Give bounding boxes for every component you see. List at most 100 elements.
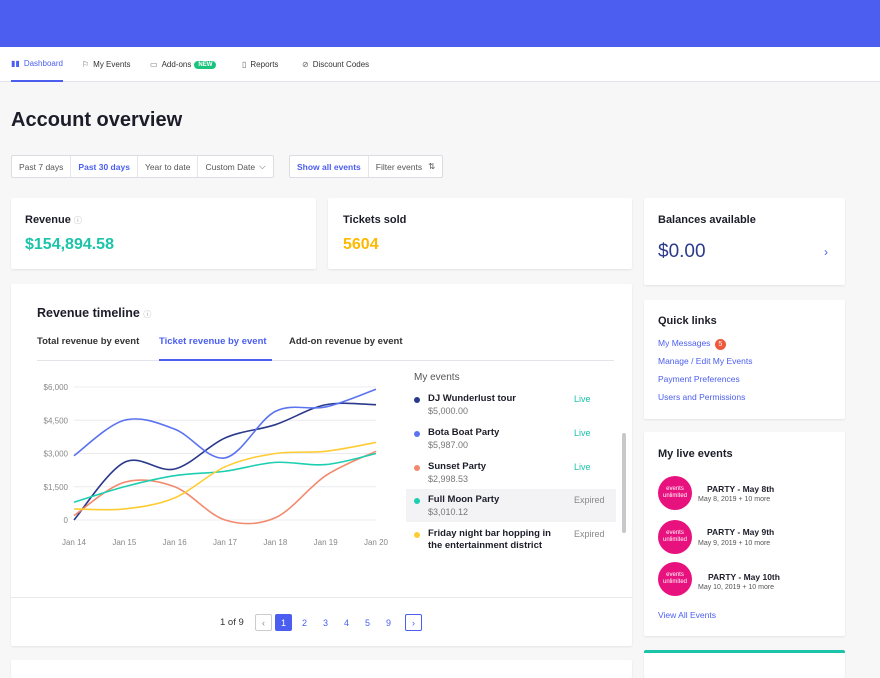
page-button[interactable]: 9 bbox=[385, 617, 391, 628]
event-amount: $3,010.12 bbox=[428, 507, 469, 517]
event-amount: $5,987.00 bbox=[428, 440, 469, 450]
event-status: Live bbox=[574, 462, 591, 472]
live-event-title[interactable]: PARTY - May 8th bbox=[707, 484, 775, 494]
payment-preferences-link[interactable]: Payment Preferences bbox=[658, 374, 740, 384]
y-tick-label: $1,500 bbox=[44, 483, 69, 492]
filter-events-label: Filter events bbox=[375, 161, 423, 172]
timeline-title-text: Revenue timeline bbox=[37, 306, 140, 320]
series-line bbox=[73, 402, 377, 521]
event-logo: events unlimited bbox=[658, 562, 692, 596]
event-name[interactable]: DJ Wunderlust tour bbox=[428, 393, 516, 404]
filter-events-button[interactable]: Filter events ⇅ bbox=[369, 156, 442, 177]
nav-label: My Events bbox=[93, 60, 131, 69]
page-button[interactable]: 3 bbox=[322, 617, 328, 628]
event-amount: $5,000.00 bbox=[428, 406, 469, 416]
nav-dashboard[interactable]: ▮▮ Dashboard bbox=[11, 47, 63, 82]
pagination-divider bbox=[11, 597, 632, 598]
series-line bbox=[73, 441, 377, 511]
event-logo: events unlimited bbox=[658, 520, 692, 554]
my-messages-link[interactable]: My Messages 5 bbox=[658, 338, 726, 350]
timeline-title: Revenue timeline ⓘ bbox=[37, 306, 151, 320]
info-icon: ⓘ bbox=[143, 310, 152, 319]
series-color-dot bbox=[414, 431, 420, 437]
tickets-card: Tickets sold 5604 bbox=[328, 198, 632, 269]
event-name[interactable]: Bota Boat Party bbox=[428, 427, 500, 438]
live-event-sub: May 9, 2019 + 10 more bbox=[698, 540, 771, 547]
my-events-heading: My events bbox=[414, 372, 460, 383]
my-messages-label: My Messages bbox=[658, 338, 711, 348]
x-tick-label: Jan 17 bbox=[213, 538, 238, 547]
live-events-card: My live events events unlimited PARTY - … bbox=[644, 432, 845, 636]
balance-card[interactable]: Balances available $0.00 › bbox=[644, 198, 845, 285]
page-button[interactable]: 1 bbox=[275, 614, 292, 631]
top-bar bbox=[0, 0, 880, 47]
nav-add-ons[interactable]: ▭ Add-ons NEW bbox=[150, 47, 217, 82]
y-tick-label: $3,000 bbox=[44, 450, 69, 459]
series-color-dot bbox=[414, 532, 420, 538]
series-line bbox=[73, 452, 377, 504]
event-name[interactable]: Full Moon Party bbox=[428, 494, 500, 505]
series-color-dot bbox=[414, 465, 420, 471]
nav-reports[interactable]: ▯ Reports bbox=[242, 47, 278, 82]
page-title: Account overview bbox=[11, 109, 183, 131]
tab-total-revenue[interactable]: Total revenue by event bbox=[37, 336, 140, 347]
nav-discount-codes[interactable]: ⊘ Discount Codes bbox=[302, 47, 369, 82]
nav-label: Add-ons bbox=[161, 60, 192, 69]
custom-date-label: Custom Date bbox=[205, 161, 256, 172]
flag-icon: ⚐ bbox=[82, 60, 90, 69]
page-button[interactable]: 2 bbox=[301, 617, 307, 628]
event-logo: events unlimited bbox=[658, 476, 692, 510]
nav-label: Discount Codes bbox=[312, 60, 370, 69]
percent-icon: ⊘ bbox=[302, 60, 309, 69]
filter-past-7-days[interactable]: Past 7 days bbox=[12, 156, 72, 177]
revenue-card: Revenue ⓘ $154,894.58 bbox=[11, 198, 316, 269]
next-page-button[interactable]: › bbox=[405, 614, 422, 631]
pagination-label: 1 of 9 bbox=[220, 617, 244, 628]
nav-label: Dashboard bbox=[23, 59, 63, 68]
revenue-value: $154,894.58 bbox=[25, 236, 114, 253]
x-tick-label: Jan 14 bbox=[62, 538, 87, 547]
active-tab-indicator bbox=[159, 359, 272, 361]
event-row-highlight bbox=[406, 489, 616, 522]
filter-custom-date[interactable]: Custom Date ⌵ bbox=[198, 156, 272, 177]
filter-year-to-date[interactable]: Year to date bbox=[138, 156, 199, 177]
series-line bbox=[73, 450, 377, 525]
view-all-events-link[interactable]: View All Events bbox=[658, 610, 716, 620]
series-color-dot bbox=[414, 498, 420, 504]
tab-divider bbox=[37, 360, 614, 361]
quick-links-title: Quick links bbox=[658, 315, 717, 327]
event-name[interactable]: Sunset Party bbox=[428, 461, 487, 472]
users-permissions-link[interactable]: Users and Permissions bbox=[658, 392, 746, 402]
event-amount: $2,998.53 bbox=[428, 474, 469, 484]
new-badge: NEW bbox=[194, 60, 217, 69]
manage-events-link[interactable]: Manage / Edit My Events bbox=[658, 356, 753, 366]
live-event-title[interactable]: PARTY - May 10th bbox=[708, 572, 780, 582]
page-button[interactable]: 5 bbox=[364, 617, 370, 628]
sliders-icon: ⇅ bbox=[428, 161, 436, 171]
info-icon: ⓘ bbox=[73, 216, 82, 225]
event-filter-group: Show all events Filter events ⇅ bbox=[289, 155, 444, 178]
messages-count-badge: 5 bbox=[714, 339, 726, 350]
filter-past-30-days[interactable]: Past 30 days bbox=[71, 156, 138, 177]
tab-ticket-revenue[interactable]: Ticket revenue by event bbox=[159, 336, 267, 347]
document-icon: ▯ bbox=[242, 60, 247, 69]
chevron-right-icon[interactable]: › bbox=[824, 245, 828, 259]
partial-bottom-card bbox=[11, 660, 632, 678]
x-tick-label: Jan 16 bbox=[163, 538, 188, 547]
live-event-title[interactable]: PARTY - May 9th bbox=[707, 527, 775, 537]
tab-addon-revenue[interactable]: Add-on revenue by event bbox=[289, 336, 403, 347]
event-list-scrollbar[interactable] bbox=[622, 433, 626, 533]
prev-page-button[interactable]: ‹ bbox=[255, 614, 272, 631]
live-event-sub: May 8, 2019 + 10 more bbox=[698, 496, 771, 503]
nav-my-events[interactable]: ⚐ My Events bbox=[82, 47, 131, 82]
live-events-title: My live events bbox=[658, 448, 733, 460]
show-all-events-button[interactable]: Show all events bbox=[290, 156, 369, 177]
x-tick-label: Jan 18 bbox=[263, 538, 288, 547]
bar-chart-icon: ▮▮ bbox=[11, 59, 20, 68]
page-button[interactable]: 4 bbox=[343, 617, 349, 628]
chevron-down-icon: ⌵ bbox=[259, 161, 266, 171]
balance-label: Balances available bbox=[658, 214, 756, 226]
event-status: Live bbox=[574, 394, 591, 404]
event-name[interactable]: Friday night bar hopping in the entertai… bbox=[428, 528, 551, 551]
quick-links-card: Quick links My Messages 5 Manage / Edit … bbox=[644, 300, 845, 419]
